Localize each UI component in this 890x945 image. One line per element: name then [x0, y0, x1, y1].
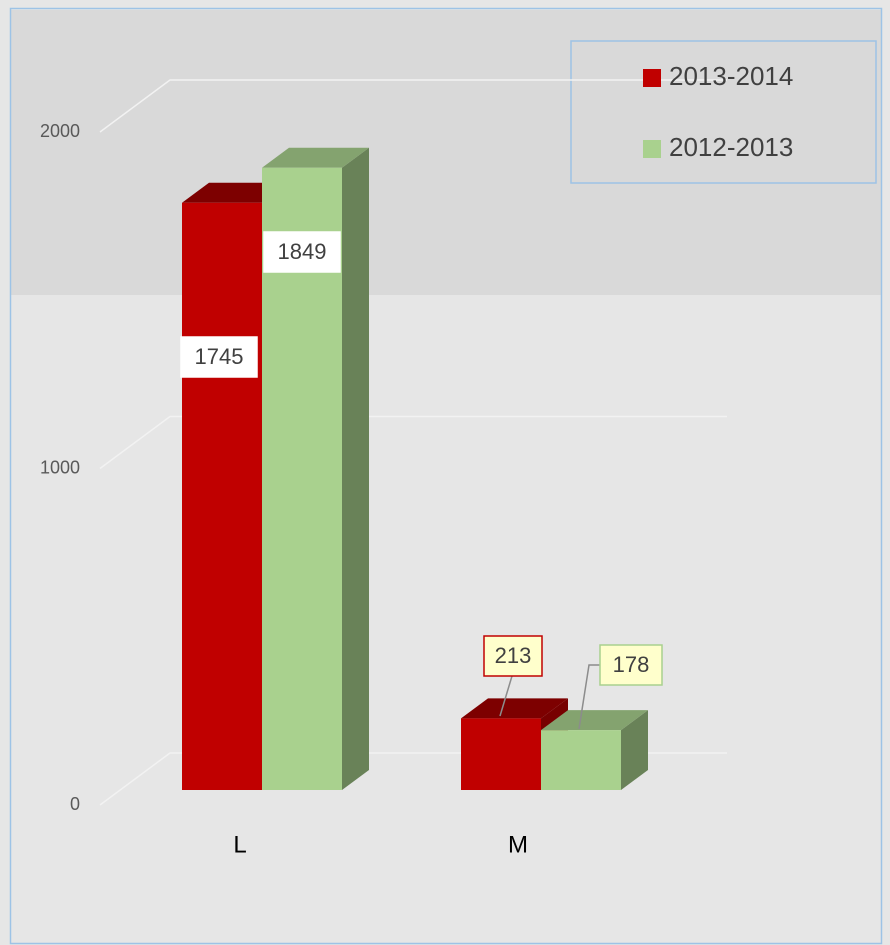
- x-tick-label: L: [233, 831, 246, 858]
- data-label-box: [483, 635, 543, 677]
- bar: [461, 698, 568, 790]
- bar-front: [461, 718, 541, 790]
- bar-side: [342, 147, 369, 790]
- bar-top: [541, 710, 648, 731]
- grid-line: [99, 415, 727, 470]
- chart-border: [9, 7, 883, 945]
- legend-label: 2012-2013: [669, 132, 793, 162]
- data-label: 1745: [195, 344, 244, 369]
- data-label: 178: [613, 652, 650, 677]
- x-tick-label: M: [508, 831, 528, 858]
- leader-line: [578, 664, 600, 730]
- y-tick-label: 0: [70, 794, 80, 814]
- y-tick-label: 1000: [40, 457, 80, 477]
- y-tick-label: 2000: [40, 121, 80, 141]
- data-label-box: [263, 231, 341, 273]
- bar-top: [262, 147, 369, 168]
- bar-top: [461, 698, 568, 719]
- bar-front: [182, 202, 262, 790]
- data-label: 213: [495, 643, 532, 668]
- grid-line: [99, 79, 727, 133]
- bar: [262, 147, 369, 790]
- leader-line: [499, 675, 513, 717]
- legend-swatch: [643, 140, 661, 158]
- legend-swatch: [643, 69, 661, 87]
- bar-front: [541, 730, 621, 790]
- bar: [541, 710, 648, 790]
- legend-label: 2013-2014: [669, 61, 793, 91]
- bar-front: [262, 167, 342, 790]
- legend-box: [570, 40, 877, 184]
- data-label-box: [180, 336, 258, 378]
- bar-side: [621, 710, 648, 790]
- data-label-box: [599, 644, 663, 686]
- data-label: 1849: [278, 239, 327, 264]
